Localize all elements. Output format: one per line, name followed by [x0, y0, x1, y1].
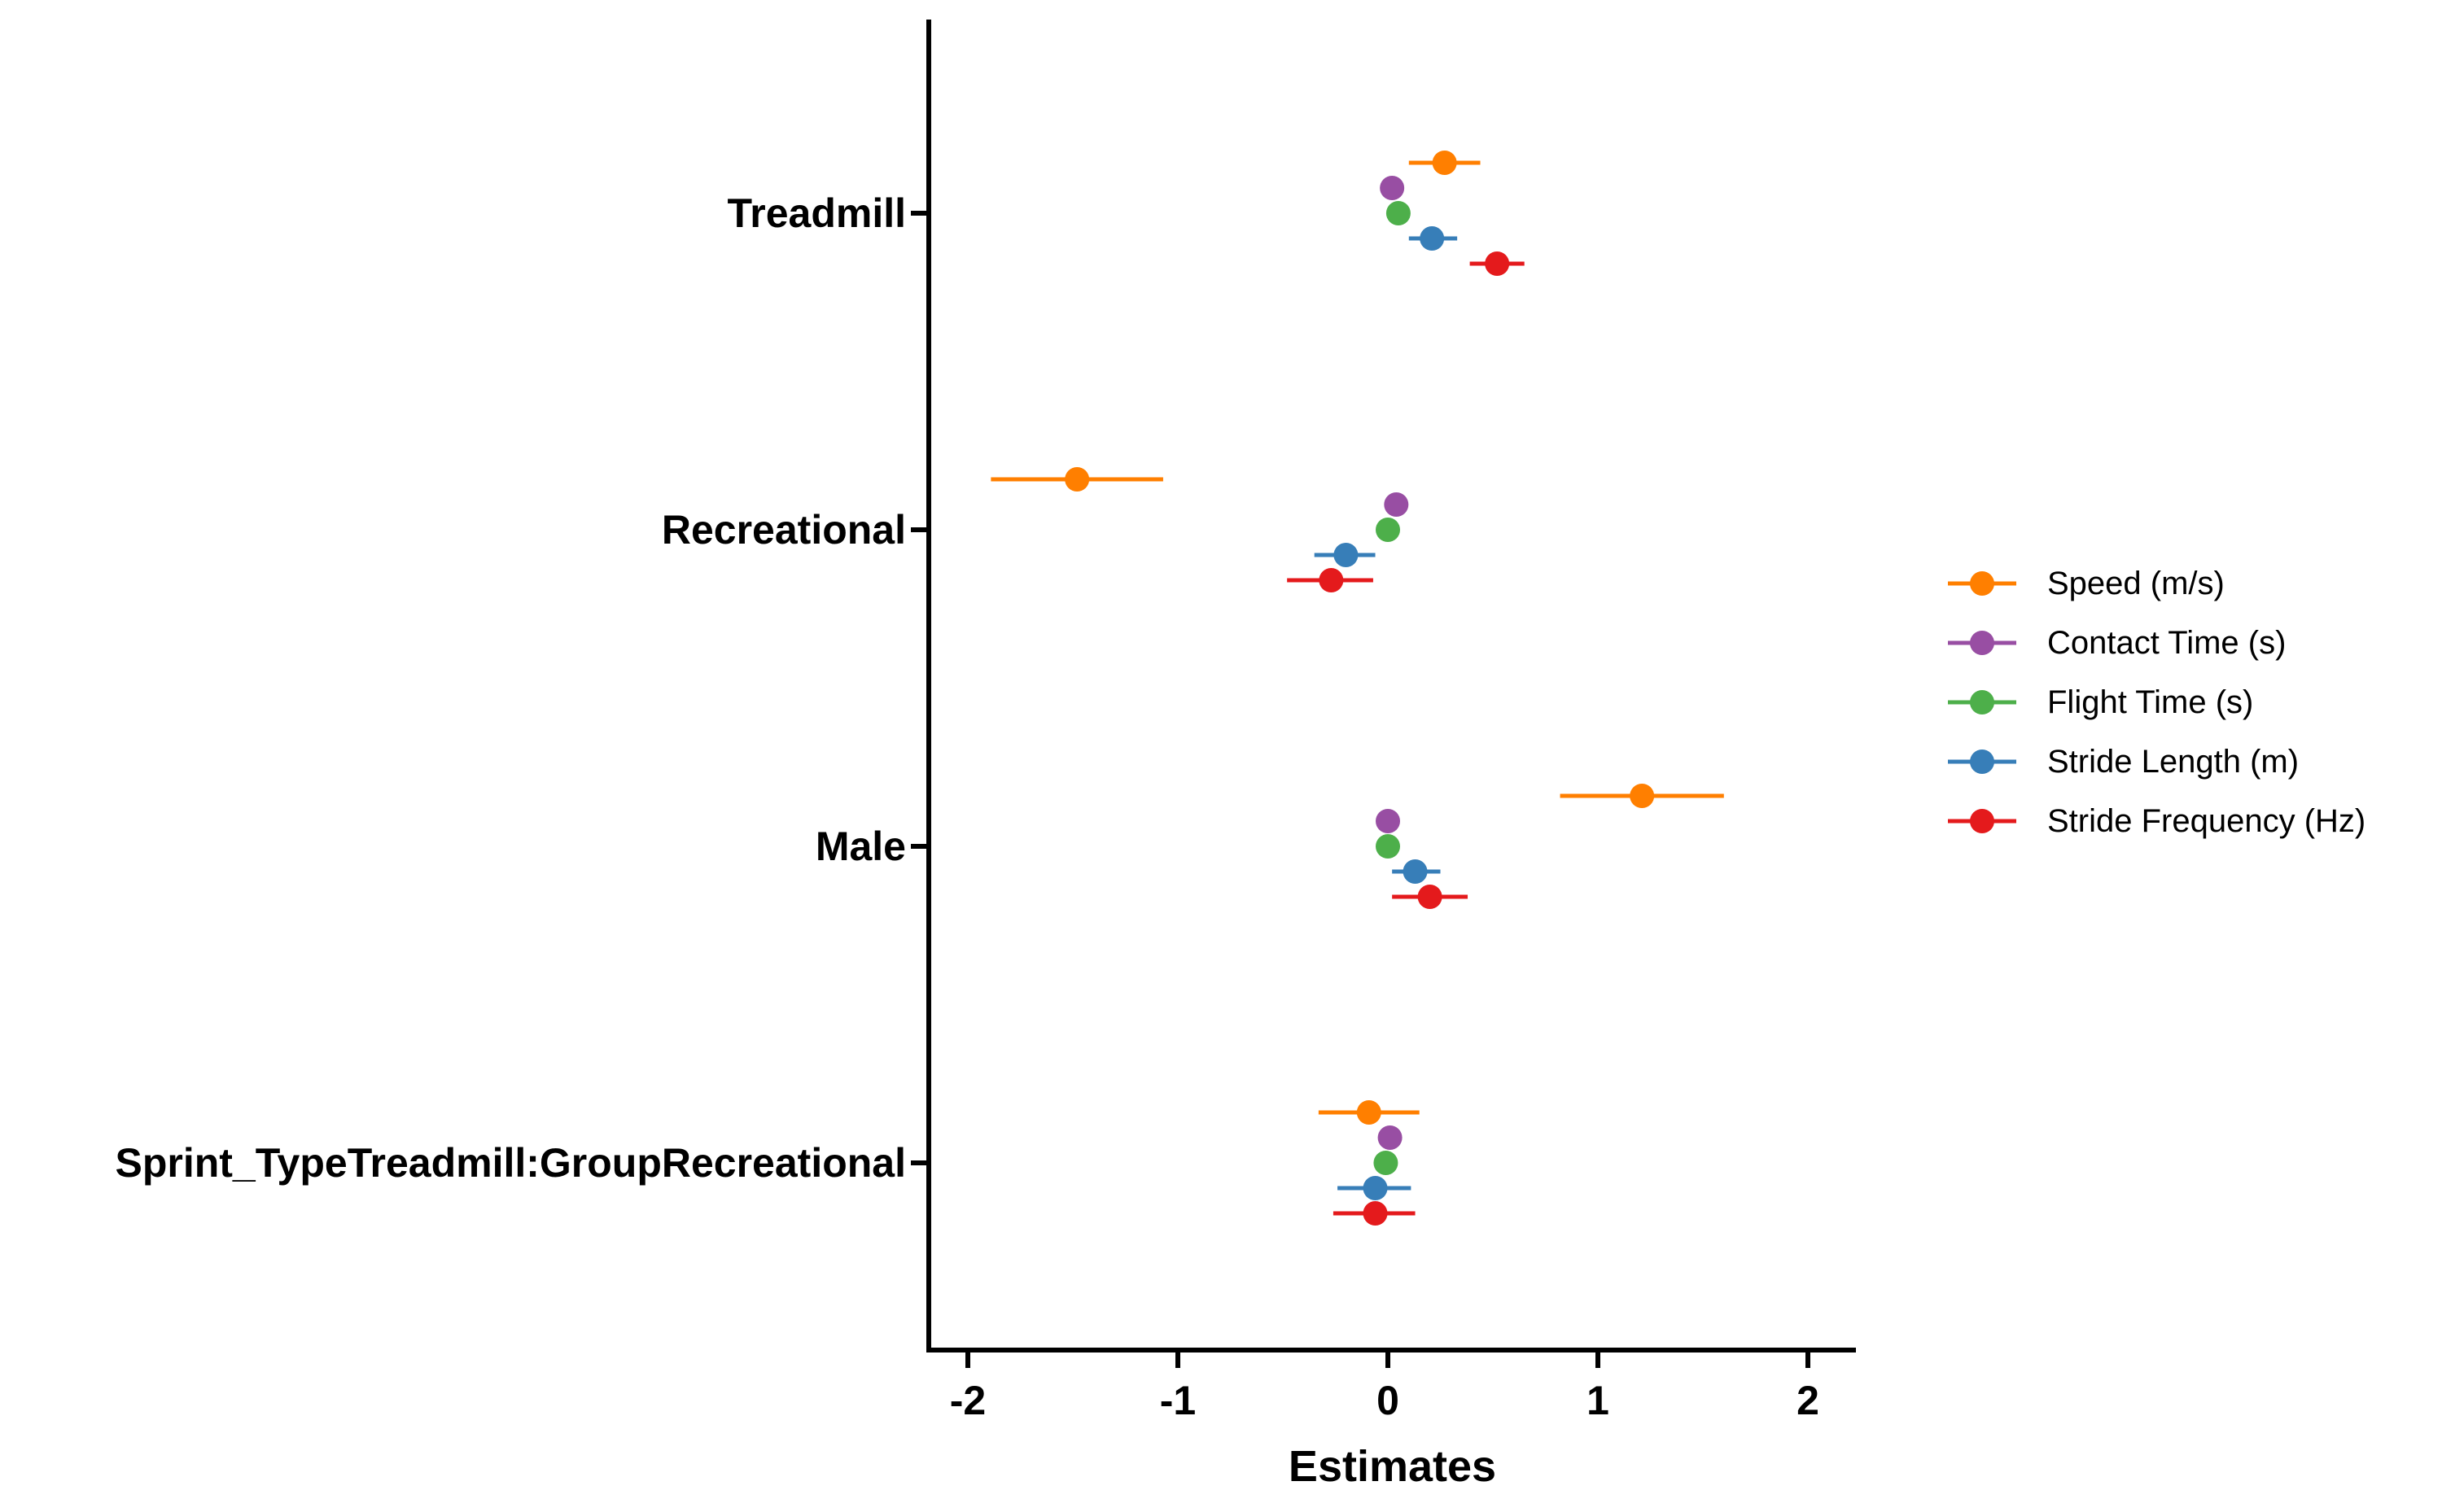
legend-label: Flight Time (s) — [2047, 684, 2253, 720]
data-point — [1384, 492, 1409, 517]
y-tick-label: Sprint_TypeTreadmill:GroupRecreational — [115, 1140, 906, 1186]
data-point — [1417, 885, 1442, 909]
x-tick-label: 1 — [1586, 1378, 1609, 1423]
data-point — [1356, 1100, 1381, 1125]
legend-key-marker — [1970, 571, 1994, 596]
data-point — [1377, 1125, 1403, 1150]
data-point — [1363, 1176, 1388, 1200]
data-point — [1485, 251, 1510, 276]
data-point — [1403, 859, 1428, 884]
data-point — [1376, 809, 1400, 833]
x-axis-title: Estimates — [1289, 1442, 1496, 1491]
x-tick-label: 2 — [1796, 1378, 1819, 1423]
x-tick-label: 0 — [1376, 1378, 1399, 1423]
y-tick-label: Treadmill — [727, 190, 906, 236]
data-point — [1385, 201, 1411, 225]
data-point — [1376, 834, 1400, 859]
legend-label: Contact Time (s) — [2047, 625, 2286, 661]
data-point — [1380, 176, 1405, 200]
data-point — [1420, 226, 1445, 251]
data-point — [1630, 784, 1655, 808]
legend-key-marker — [1970, 809, 1994, 833]
data-point — [1065, 467, 1090, 492]
data-point — [1373, 1151, 1398, 1175]
y-tick-label: Recreational — [662, 507, 906, 553]
legend-key-marker — [1970, 631, 1994, 655]
legend-key-marker — [1970, 749, 1994, 774]
legend-key-marker — [1970, 690, 1994, 714]
legend-label: Stride Length (m) — [2047, 744, 2299, 780]
data-point — [1376, 518, 1400, 542]
legend-label: Stride Frequency (Hz) — [2047, 803, 2365, 839]
data-point — [1432, 151, 1457, 175]
legend-label: Speed (m/s) — [2047, 566, 2225, 601]
x-tick-label: -2 — [950, 1378, 986, 1423]
data-point — [1333, 543, 1359, 567]
data-point — [1363, 1201, 1388, 1226]
y-tick-label: Male — [816, 824, 906, 869]
data-point — [1319, 568, 1344, 592]
x-tick-label: -1 — [1160, 1378, 1196, 1423]
